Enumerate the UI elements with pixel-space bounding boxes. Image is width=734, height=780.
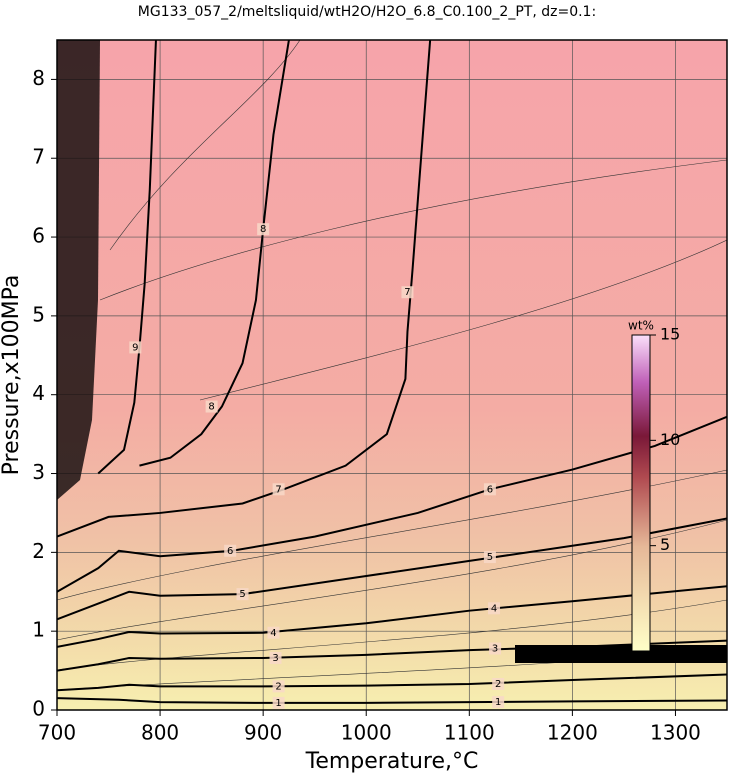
chart-title: MG133_057_2/meltsliquid/wtH2O/H2O_6.8_C0… <box>138 4 596 20</box>
contour-label-bg <box>492 677 505 690</box>
contour-line <box>57 40 432 538</box>
contour-label: 1 <box>275 698 281 709</box>
colorbar <box>631 334 651 652</box>
contour-label: 8 <box>260 224 266 235</box>
x-axis-label: Temperature,°C <box>305 749 479 774</box>
contour-label: 5 <box>487 552 493 563</box>
y-tick-label: 8 <box>32 66 45 90</box>
y-tick-label: 4 <box>32 381 45 405</box>
contour-label-bg <box>483 483 496 496</box>
colorbar-tick-label: 5 <box>660 535 670 554</box>
x-tick-label: 1100 <box>444 721 495 745</box>
contour-label-bg <box>401 286 414 299</box>
contour-label: 6 <box>227 546 233 557</box>
contour-label-bg <box>488 602 501 615</box>
contour-label-bg <box>224 544 237 557</box>
colorbar-tick-label: 15 <box>660 325 680 344</box>
contour-label: 9 <box>132 342 138 353</box>
y-tick-label: 0 <box>32 697 45 721</box>
contour-label: 2 <box>275 681 281 692</box>
plot-area <box>57 40 727 710</box>
contour-line <box>57 697 727 704</box>
colorbar-tick-label: 10 <box>660 430 680 449</box>
x-tick-label: 700 <box>38 721 76 745</box>
contour-line <box>57 415 727 593</box>
contour-label: 7 <box>275 484 281 495</box>
contour-label-bg <box>267 626 280 639</box>
grid <box>56 40 727 711</box>
contour-label: 3 <box>272 653 278 664</box>
contour-label-bg <box>492 696 505 709</box>
contour-label: 1 <box>495 697 501 708</box>
contour-line <box>57 585 727 648</box>
x-tick-label: 1000 <box>341 721 392 745</box>
contour-line <box>139 40 290 467</box>
plot-frame <box>56 39 728 711</box>
contour-label: 5 <box>239 589 245 600</box>
y-axis-label: Pressure,x100MPa <box>0 275 24 476</box>
contour-label-bg <box>272 680 285 693</box>
contour-label-bg <box>489 642 502 655</box>
contour-label: 6 <box>487 484 493 495</box>
contour-label: 4 <box>491 603 497 614</box>
y-tick-label: 7 <box>32 145 45 169</box>
contour-label: 8 <box>208 402 214 413</box>
contour-line <box>57 673 727 692</box>
x-tick-label: 1200 <box>547 721 598 745</box>
y-tick-label: 5 <box>32 302 45 326</box>
x-tick-label: 1300 <box>650 721 701 745</box>
dense-contours <box>57 40 100 500</box>
contour-label: 3 <box>492 644 498 655</box>
x-tick-label: 900 <box>244 721 282 745</box>
minor-contours <box>57 40 727 691</box>
y-tick-label: 6 <box>32 224 45 248</box>
contour-label-bg <box>483 551 496 564</box>
contour-label: 7 <box>404 287 410 298</box>
y-tick-label: 1 <box>32 618 45 642</box>
contour-label-bg <box>272 696 285 709</box>
contour-label: 2 <box>495 679 501 690</box>
colorbar-label: wt% <box>628 319 654 333</box>
overlay-bar <box>515 645 727 663</box>
x-tick-label: 800 <box>141 721 179 745</box>
y-tick-label: 3 <box>32 460 45 484</box>
contour-label-bg <box>269 651 282 664</box>
contour-line <box>57 639 727 672</box>
contour-label-bg <box>272 483 285 496</box>
contours: 1 1 2 2 3 3 4 4 5 5 6 6 7 7 8 8 9 <box>57 40 727 709</box>
contour-label-bg <box>236 588 249 601</box>
contour-label: 4 <box>270 628 276 639</box>
contour-label-bg <box>257 223 270 236</box>
y-tick-label: 2 <box>32 539 45 563</box>
contour-label-bg <box>129 341 142 354</box>
contour-label-bg <box>205 400 218 413</box>
